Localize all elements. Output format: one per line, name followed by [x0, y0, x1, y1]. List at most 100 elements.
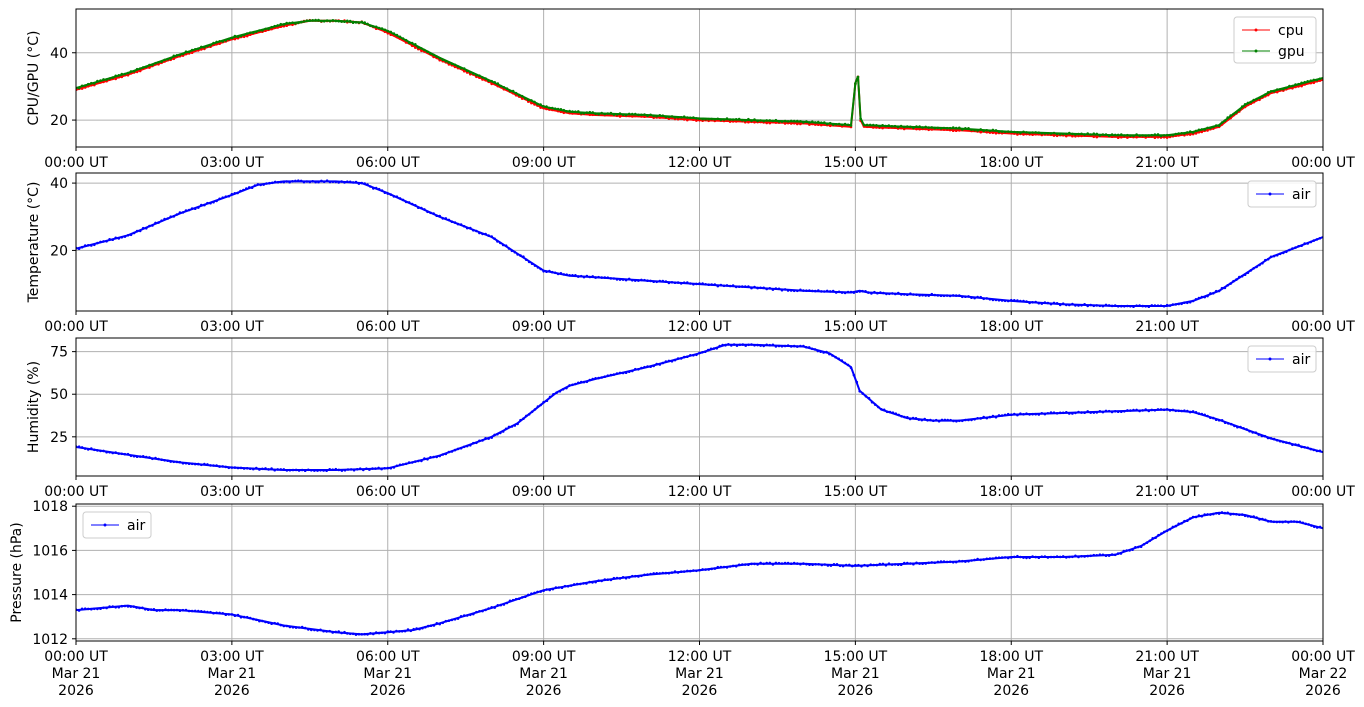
data-point	[1104, 409, 1108, 413]
data-point	[328, 180, 332, 184]
data-point	[1309, 81, 1313, 85]
data-point	[108, 451, 111, 454]
y-tick-label: 20	[50, 113, 68, 129]
data-point	[870, 292, 873, 295]
x-tick-label: 18:00 UT	[979, 155, 1043, 171]
data-point	[817, 289, 820, 292]
data-point	[1238, 275, 1241, 279]
data-point	[906, 561, 909, 565]
data-point	[737, 117, 741, 121]
data-point	[120, 604, 124, 608]
data-point	[1089, 303, 1092, 307]
data-point	[698, 117, 701, 120]
data-point	[1191, 515, 1195, 519]
data-point	[126, 452, 130, 456]
data-point	[1303, 446, 1306, 449]
data-point	[1095, 554, 1099, 557]
data-point	[166, 57, 169, 61]
data-point	[918, 294, 921, 297]
data-point	[1092, 135, 1096, 139]
data-point	[970, 559, 973, 562]
data-point	[1264, 93, 1267, 96]
data-point	[640, 366, 643, 370]
data-point	[721, 343, 724, 347]
data-point	[799, 288, 802, 292]
data-point	[337, 468, 341, 472]
data-point	[1168, 528, 1172, 531]
data-point	[383, 191, 387, 194]
data-point	[1098, 553, 1102, 556]
data-point	[354, 633, 358, 636]
data-point	[308, 180, 312, 184]
data-point	[282, 180, 286, 184]
data-point	[799, 120, 802, 123]
data-point	[1037, 556, 1041, 559]
data-point	[1022, 133, 1025, 136]
data-point	[86, 607, 90, 611]
data-point	[1266, 91, 1270, 94]
data-point	[215, 611, 218, 615]
data-point	[997, 414, 1001, 417]
data-point	[317, 18, 320, 22]
data-point	[634, 279, 637, 282]
data-point	[1306, 446, 1309, 450]
data-point	[1200, 130, 1204, 134]
data-point	[1194, 515, 1198, 519]
data-point	[1220, 419, 1224, 422]
data-point	[1013, 299, 1016, 302]
data-point	[513, 424, 517, 427]
data-point	[190, 207, 194, 210]
data-point	[96, 607, 99, 611]
data-point	[579, 274, 583, 278]
data-point	[676, 116, 680, 119]
data-point	[744, 119, 747, 122]
data-point	[900, 293, 903, 296]
data-point	[1141, 304, 1144, 308]
data-point	[840, 291, 844, 294]
data-point	[193, 207, 197, 210]
data-point	[1255, 97, 1258, 101]
data-point	[264, 467, 267, 470]
x-tick-label: 18:00 UT	[979, 484, 1043, 500]
data-point	[1171, 408, 1175, 412]
data-point	[1312, 448, 1316, 452]
data-point	[135, 67, 139, 71]
data-point	[1212, 512, 1215, 516]
data-point	[1197, 296, 1201, 300]
data-point	[1288, 441, 1291, 445]
data-point	[254, 30, 258, 33]
data-point	[768, 561, 772, 565]
data-point	[849, 290, 853, 294]
data-point	[741, 563, 744, 566]
data-point	[994, 132, 998, 135]
data-point	[1110, 410, 1114, 414]
data-point	[661, 361, 665, 365]
data-point	[1282, 251, 1285, 255]
data-point	[539, 590, 542, 593]
data-point	[829, 564, 833, 567]
data-point	[964, 418, 967, 422]
data-point	[1232, 279, 1235, 283]
data-point	[762, 286, 765, 290]
data-point	[1269, 255, 1273, 259]
data-point	[242, 615, 246, 619]
data-point	[380, 27, 384, 30]
data-point	[1132, 408, 1135, 412]
data-point	[768, 343, 772, 347]
data-point	[450, 618, 454, 622]
data-point	[1125, 549, 1128, 552]
data-point	[1010, 298, 1013, 302]
data-point	[945, 126, 949, 130]
data-point	[976, 417, 979, 420]
data-point	[423, 48, 426, 52]
data-point	[1245, 428, 1248, 431]
data-point	[841, 564, 845, 568]
data-point	[562, 273, 566, 276]
data-point	[203, 203, 206, 207]
data-point	[245, 615, 249, 619]
data-point	[1258, 98, 1261, 102]
data-point	[197, 609, 200, 613]
data-point	[484, 608, 487, 612]
data-point	[181, 52, 185, 56]
data-point	[209, 44, 212, 47]
